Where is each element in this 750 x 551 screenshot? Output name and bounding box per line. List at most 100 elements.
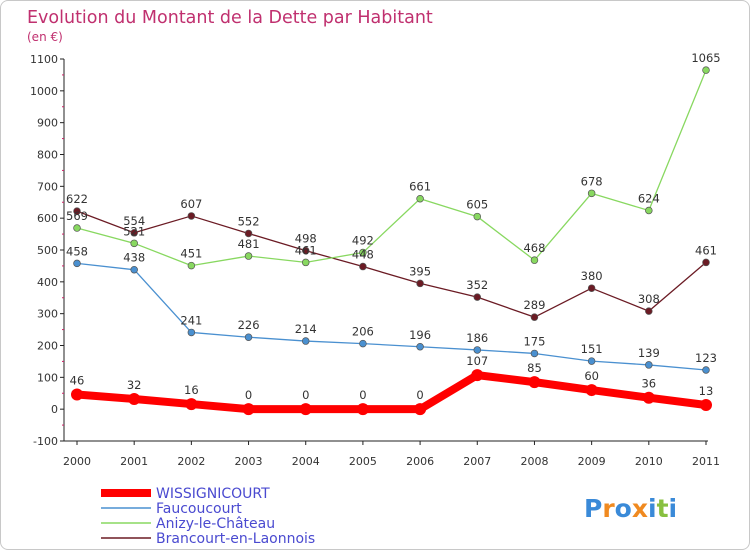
series-line-wissignicourt	[73, 371, 710, 414]
data-point-anizy-le-chateau	[645, 206, 653, 215]
x-tick-label: 2003	[235, 455, 263, 468]
data-label-anizy-le-chateau: 492	[352, 234, 374, 248]
data-label-wissignicourt: 32	[127, 378, 142, 392]
data-label-faucoucourt: 196	[409, 328, 431, 342]
data-point-wissignicourt	[356, 403, 369, 416]
logo-letter: r	[602, 494, 615, 523]
y-tick-label: 900	[37, 117, 58, 130]
y-tick-label: 100	[37, 371, 58, 384]
x-tick-label: 2001	[120, 455, 148, 468]
logo-letter: t	[657, 494, 669, 523]
data-point-wissignicourt	[414, 403, 427, 416]
data-point-brancourt-en-laonnois	[530, 313, 539, 321]
data-label-faucoucourt: 458	[66, 244, 88, 258]
data-label-anizy-le-chateau: 661	[409, 180, 431, 194]
x-tick-label: 2010	[635, 455, 663, 468]
series-line-brancourt-en-laonnois	[76, 210, 707, 318]
data-point-faucoucourt	[530, 349, 539, 358]
x-tick-label: 2005	[349, 455, 377, 468]
x-tick-label: 2008	[520, 455, 548, 468]
y-tick-label: 500	[37, 244, 58, 257]
data-point-faucoucourt	[73, 259, 81, 268]
data-label-anizy-le-chateau: 678	[581, 174, 603, 188]
data-point-wissignicourt	[585, 384, 598, 397]
data-label-wissignicourt: 0	[245, 388, 252, 402]
data-label-anizy-le-chateau: 605	[466, 198, 488, 212]
data-label-wissignicourt: 0	[416, 388, 423, 402]
data-point-brancourt-en-laonnois	[359, 262, 367, 271]
data-point-anizy-le-chateau	[130, 239, 138, 248]
y-tick-label: 400	[37, 276, 58, 289]
data-point-faucoucourt	[702, 366, 710, 374]
data-point-wissignicourt	[71, 388, 83, 401]
data-label-anizy-le-chateau: 481	[238, 237, 260, 251]
data-label-faucoucourt: 226	[238, 318, 260, 332]
y-tick-label: 0	[51, 403, 58, 416]
data-label-faucoucourt: 241	[180, 313, 202, 327]
data-label-wissignicourt: 16	[184, 383, 199, 397]
data-label-faucoucourt: 139	[638, 346, 660, 360]
y-tick-label: -100	[33, 435, 58, 448]
y-tick-label: 1100	[30, 53, 58, 66]
data-label-brancourt-en-laonnois: 395	[409, 264, 431, 278]
data-point-brancourt-en-laonnois	[702, 258, 710, 267]
data-point-faucoucourt	[187, 328, 196, 337]
chart-title: Evolution du Montant de la Dette par Hab…	[27, 8, 433, 28]
y-tick-label: 200	[37, 340, 58, 353]
data-label-wissignicourt: 0	[359, 388, 366, 402]
data-label-brancourt-en-laonnois: 498	[295, 232, 317, 246]
data-label-wissignicourt: 85	[527, 361, 542, 375]
data-label-wissignicourt: 107	[466, 354, 488, 368]
x-tick-label: 2006	[406, 455, 434, 468]
x-tick-label: 2000	[63, 455, 91, 468]
data-label-brancourt-en-laonnois: 552	[238, 214, 260, 228]
data-label-faucoucourt: 438	[123, 251, 145, 265]
data-point-brancourt-en-laonnois	[645, 307, 653, 315]
logo-letter: P	[584, 494, 602, 523]
data-point-brancourt-en-laonnois	[301, 246, 310, 255]
data-label-anizy-le-chateau: 1065	[691, 51, 720, 65]
data-point-faucoucourt	[416, 343, 424, 351]
data-label-brancourt-en-laonnois: 289	[523, 298, 545, 312]
x-tick-label: 2009	[578, 455, 606, 468]
data-point-brancourt-en-laonnois	[187, 212, 196, 220]
data-label-anizy-le-chateau: 569	[66, 209, 88, 223]
data-label-anizy-le-chateau: 468	[523, 241, 545, 255]
data-point-wissignicourt	[242, 403, 255, 416]
data-point-wissignicourt	[185, 398, 198, 411]
data-label-faucoucourt: 186	[466, 331, 488, 345]
data-point-brancourt-en-laonnois	[130, 229, 138, 237]
data-point-faucoucourt	[130, 265, 138, 274]
data-point-anizy-le-chateau	[587, 189, 596, 198]
data-label-faucoucourt: 175	[523, 334, 545, 348]
data-point-anizy-le-chateau	[301, 258, 310, 267]
data-point-anizy-le-chateau	[473, 212, 482, 221]
data-point-faucoucourt	[473, 346, 482, 354]
logo-letter: o	[615, 494, 632, 523]
data-label-wissignicourt: 60	[584, 369, 599, 383]
logo-letter: i	[648, 494, 657, 523]
y-tick-label: 800	[37, 149, 58, 162]
data-label-faucoucourt: 214	[295, 322, 317, 336]
series-layer	[71, 66, 712, 416]
data-point-wissignicourt	[528, 376, 541, 389]
axes: -100010020030040050060070080090010001100…	[30, 53, 720, 468]
data-point-faucoucourt	[359, 339, 367, 348]
data-label-faucoucourt: 206	[352, 325, 374, 339]
data-label-faucoucourt: 151	[581, 342, 603, 356]
y-tick-label: 600	[37, 212, 58, 225]
legend-label-faucoucourt: Faucoucourt	[156, 501, 242, 517]
data-point-anizy-le-chateau	[244, 252, 253, 260]
data-point-anizy-le-chateau	[359, 248, 367, 257]
chart-subtitle: (en €)	[27, 30, 63, 44]
data-point-brancourt-en-laonnois	[416, 279, 424, 288]
data-label-brancourt-en-laonnois: 461	[695, 243, 717, 257]
data-point-wissignicourt	[700, 399, 712, 412]
y-tick-label: 300	[37, 308, 58, 321]
data-label-brancourt-en-laonnois: 607	[180, 197, 202, 211]
data-label-brancourt-en-laonnois: 448	[352, 248, 374, 262]
data-label-wissignicourt: 0	[302, 388, 309, 402]
legend-label-anizy-le-chateau: Anizy-le-Château	[156, 516, 275, 532]
data-point-brancourt-en-laonnois	[587, 284, 596, 292]
